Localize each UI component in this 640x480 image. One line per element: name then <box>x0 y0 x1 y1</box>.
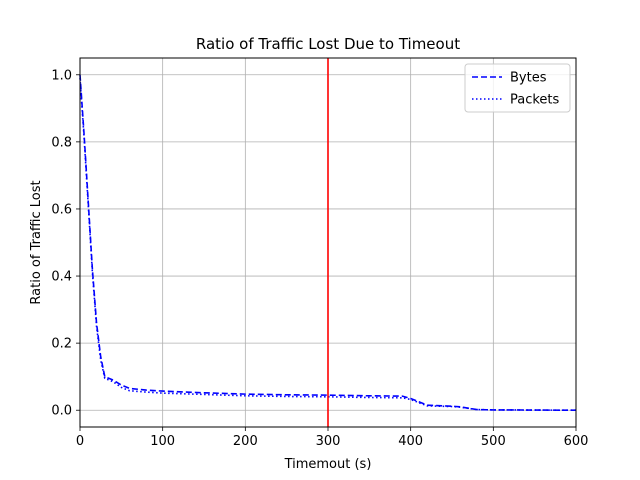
y-tick-label: 0.0 <box>51 404 72 419</box>
x-tick-label: 400 <box>398 434 423 449</box>
x-tick-label: 0 <box>76 434 84 449</box>
x-tick-label: 500 <box>481 434 506 449</box>
x-tick-label: 600 <box>564 434 589 449</box>
y-tick-label: 0.2 <box>51 337 72 352</box>
x-tick-label: 200 <box>233 434 258 449</box>
plot-area <box>79 58 577 427</box>
legend-label-packets: Packets <box>510 93 560 108</box>
chart-title: Ratio of Traffic Lost Due to Timeout <box>196 35 460 53</box>
x-axis-ticks: 0 100 200 300 400 500 600 <box>76 427 589 449</box>
x-axis-label: Timemout (s) <box>284 457 372 472</box>
y-tick-label: 0.8 <box>51 135 72 150</box>
y-axis-label: Ratio of Traffic Lost <box>29 180 44 304</box>
x-tick-label: 300 <box>316 434 341 449</box>
y-tick-label: 0.4 <box>51 270 72 285</box>
legend-label-bytes: Bytes <box>510 71 547 86</box>
x-tick-label: 100 <box>150 434 175 449</box>
series-line-packets <box>79 78 577 412</box>
y-axis-ticks: 0.0 0.2 0.4 0.6 0.8 1.0 <box>51 68 80 419</box>
legend: Bytes Packets <box>464 63 571 113</box>
y-tick-label: 0.6 <box>51 202 72 217</box>
y-tick-label: 1.0 <box>51 68 72 83</box>
legend-box <box>464 63 571 113</box>
